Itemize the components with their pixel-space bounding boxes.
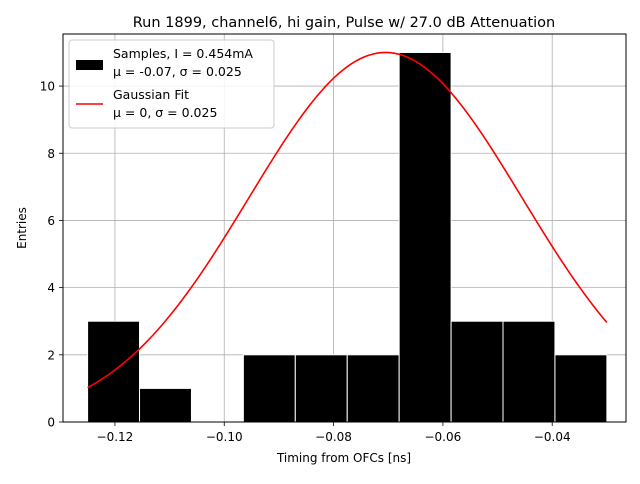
legend: Samples, I = 0.454mA μ = -0.07, σ = 0.02… (68, 39, 275, 129)
legend-samples-swatch (76, 60, 103, 70)
legend-box (68, 39, 275, 129)
histogram-bar-1 (139, 387, 192, 423)
y-tick-label: 2 (47, 348, 55, 362)
histogram-bar-3 (242, 354, 296, 423)
legend-fit-stats: μ = 0, σ = 0.025 (113, 105, 217, 120)
chart-title: Run 1899, channel6, hi gain, Pulse w/ 27… (133, 15, 556, 31)
legend-samples-label: Samples, I = 0.454mA (113, 46, 253, 61)
gaussian-fit-line (87, 51, 608, 389)
legend-fit-label: Gaussian Fit (113, 87, 189, 102)
y-tick-label: 6 (47, 214, 55, 228)
histogram-bar-8 (502, 320, 556, 423)
bars-layer (87, 51, 608, 423)
y-tick-label: 4 (47, 281, 55, 295)
grid-layer (63, 34, 626, 423)
legend-samples-stats: μ = -0.07, σ = 0.025 (113, 64, 242, 79)
x-tick-label: −0.08 (315, 430, 352, 444)
histogram-bar-5 (346, 354, 400, 423)
histogram-bar-9 (554, 354, 608, 423)
y-axis-label: Entries (15, 207, 29, 249)
y-axis: 0 2 4 6 8 10 (40, 80, 63, 430)
x-axis-label: Timing from OFCs [ns] (276, 451, 411, 465)
x-axis: −0.12 −0.10 −0.08 −0.06 −0.04 (97, 422, 571, 444)
histogram-bar-4 (294, 354, 348, 423)
x-tick-label: −0.10 (206, 430, 243, 444)
histogram-bar-6 (398, 51, 452, 423)
y-tick-label: 0 (47, 416, 55, 430)
x-tick-label: −0.04 (534, 430, 571, 444)
y-tick-label: 8 (47, 147, 55, 161)
x-tick-label: −0.06 (424, 430, 461, 444)
fit-layer (87, 51, 608, 389)
x-tick-label: −0.12 (97, 430, 134, 444)
axes-frame (62, 33, 627, 423)
y-tick-label: 10 (40, 80, 55, 94)
histogram-bar-7 (450, 320, 504, 423)
